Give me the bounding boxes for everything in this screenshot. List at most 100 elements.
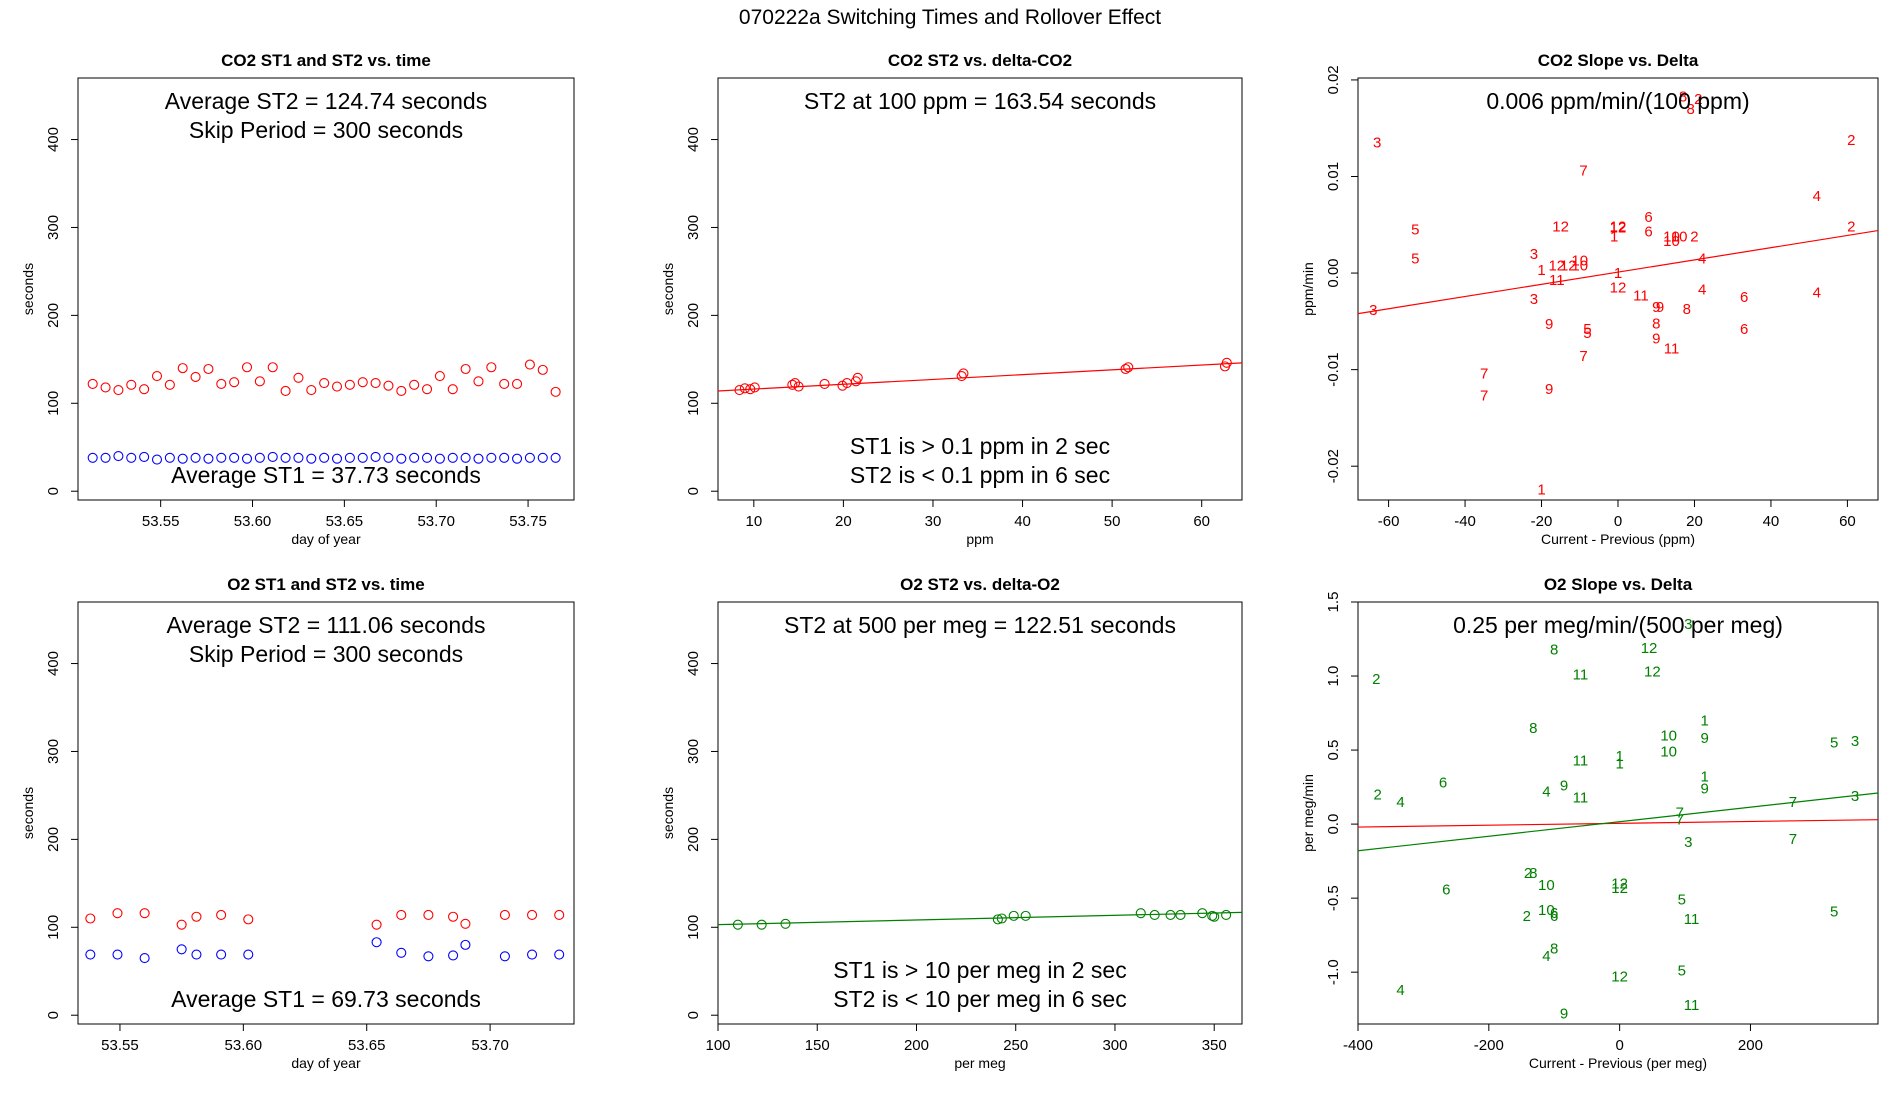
y-tick-label: 200 — [685, 303, 702, 328]
data-point — [319, 378, 330, 389]
data-point-label: 1 — [1700, 769, 1708, 786]
x-axis-label: day of year — [291, 531, 361, 547]
y-axis-label: per meg/min — [1300, 774, 1316, 852]
x-tick-label: 53.60 — [225, 1037, 263, 1054]
y-tick-label: -1.0 — [1325, 959, 1342, 985]
data-point-label: 4 — [1396, 982, 1404, 999]
y-tick-label: 100 — [45, 391, 62, 416]
chart-title: O2 ST2 vs. delta-O2 — [900, 575, 1060, 594]
x-tick-label: 40 — [1763, 513, 1780, 530]
data-point — [383, 452, 394, 463]
data-point — [460, 939, 471, 950]
data-point — [499, 909, 510, 921]
annotation-text: Skip Period = 300 seconds — [189, 641, 463, 667]
data-point — [280, 385, 291, 397]
y-tick-label: 100 — [685, 391, 702, 416]
data-point — [371, 937, 382, 948]
data-point — [254, 452, 265, 463]
data-point — [537, 364, 548, 375]
data-point — [819, 378, 830, 390]
data-point-label: 8 — [1679, 88, 1687, 105]
data-point-label: 6 — [1644, 224, 1652, 241]
data-point-label: 10 — [1571, 253, 1588, 270]
data-point — [1197, 908, 1208, 919]
data-point-label: 5 — [1678, 892, 1686, 909]
x-tick-label: 60 — [1193, 513, 1210, 530]
data-point — [216, 452, 227, 463]
data-point-label: 12 — [1610, 220, 1627, 237]
data-point — [191, 911, 202, 922]
data-point-label: 12 — [1610, 280, 1627, 297]
data-point — [526, 949, 538, 960]
data-point-label: 7 — [1789, 831, 1797, 848]
data-point-label: 6 — [1740, 321, 1748, 338]
data-point-label: 3 — [1684, 834, 1692, 851]
data-point-label: 1 — [1614, 265, 1622, 282]
x-tick-label: 150 — [805, 1037, 830, 1054]
data-point — [434, 370, 445, 382]
data-point-label: 8 — [1652, 315, 1660, 332]
data-point-label: 12 — [1611, 875, 1628, 892]
data-point — [370, 378, 381, 389]
data-point — [151, 370, 163, 382]
data-point — [486, 452, 497, 463]
data-point — [787, 379, 798, 390]
data-point-label: 4 — [1698, 251, 1706, 268]
x-tick-label: -400 — [1343, 1037, 1373, 1054]
data-point — [293, 372, 304, 383]
data-point — [1175, 909, 1186, 921]
data-point — [85, 913, 96, 924]
data-point — [383, 380, 394, 391]
data-point-label: 12 — [1611, 880, 1628, 897]
data-point — [524, 359, 535, 370]
data-point-label: 5 — [1830, 903, 1838, 920]
data-point — [958, 368, 969, 379]
data-point-label: 12 — [1610, 219, 1627, 236]
data-point — [306, 385, 317, 396]
data-point-label: 2 — [1373, 786, 1381, 803]
data-point-label: 7 — [1480, 365, 1488, 382]
data-point — [112, 908, 123, 919]
data-point-label: 12 — [1560, 257, 1577, 274]
x-tick-label: -40 — [1454, 513, 1476, 530]
data-point — [396, 909, 407, 921]
annotation-text: 0.25 per meg/min/(500 per meg) — [1453, 612, 1783, 638]
panel-co2-st-vs-time: CO2 ST1 and ST2 vs. time 53.55 53.60 53.65 5… — [20, 51, 575, 547]
x-tick-label: -60 — [1378, 513, 1400, 530]
data-point — [139, 384, 150, 395]
data-point-label: 9 — [1545, 381, 1553, 398]
data-point — [793, 381, 804, 392]
data-point — [126, 379, 137, 390]
chart-title: O2 ST1 and ST2 vs. time — [227, 575, 424, 594]
data-point — [852, 372, 863, 383]
x-tick-label: 350 — [1202, 1037, 1227, 1054]
x-tick-label: 10 — [745, 513, 762, 530]
data-point-label: 8 — [1686, 101, 1694, 118]
data-point-label: 10 — [1571, 257, 1588, 274]
data-point — [371, 919, 382, 930]
data-point-label: 2 — [1847, 132, 1855, 149]
data-point — [396, 947, 407, 958]
plot-frame — [717, 77, 1243, 501]
data-point — [1123, 362, 1134, 373]
data-point-label: 11 — [1573, 752, 1589, 769]
data-point — [524, 452, 535, 463]
data-point — [780, 918, 791, 929]
data-point — [191, 949, 202, 960]
data-point — [176, 944, 187, 955]
data-point-label: 7 — [1480, 388, 1488, 405]
y-tick-label: 400 — [685, 651, 702, 676]
data-point-label: 5 — [1583, 325, 1591, 342]
data-point — [203, 453, 214, 464]
annotation-text: ST2 at 100 ppm = 163.54 seconds — [804, 88, 1156, 114]
plot-area — [718, 908, 1242, 930]
data-point-label: 6 — [1644, 209, 1652, 226]
x-tick-label: 0 — [1615, 1037, 1623, 1054]
y-tick-label: 300 — [45, 215, 62, 240]
data-point-label: 11 — [1684, 997, 1700, 1014]
data-point — [409, 379, 420, 390]
data-point — [164, 452, 175, 463]
x-tick-label: -20 — [1531, 513, 1553, 530]
x-tick-label: 40 — [1014, 513, 1031, 530]
data-point-label: 3 — [1530, 291, 1538, 308]
